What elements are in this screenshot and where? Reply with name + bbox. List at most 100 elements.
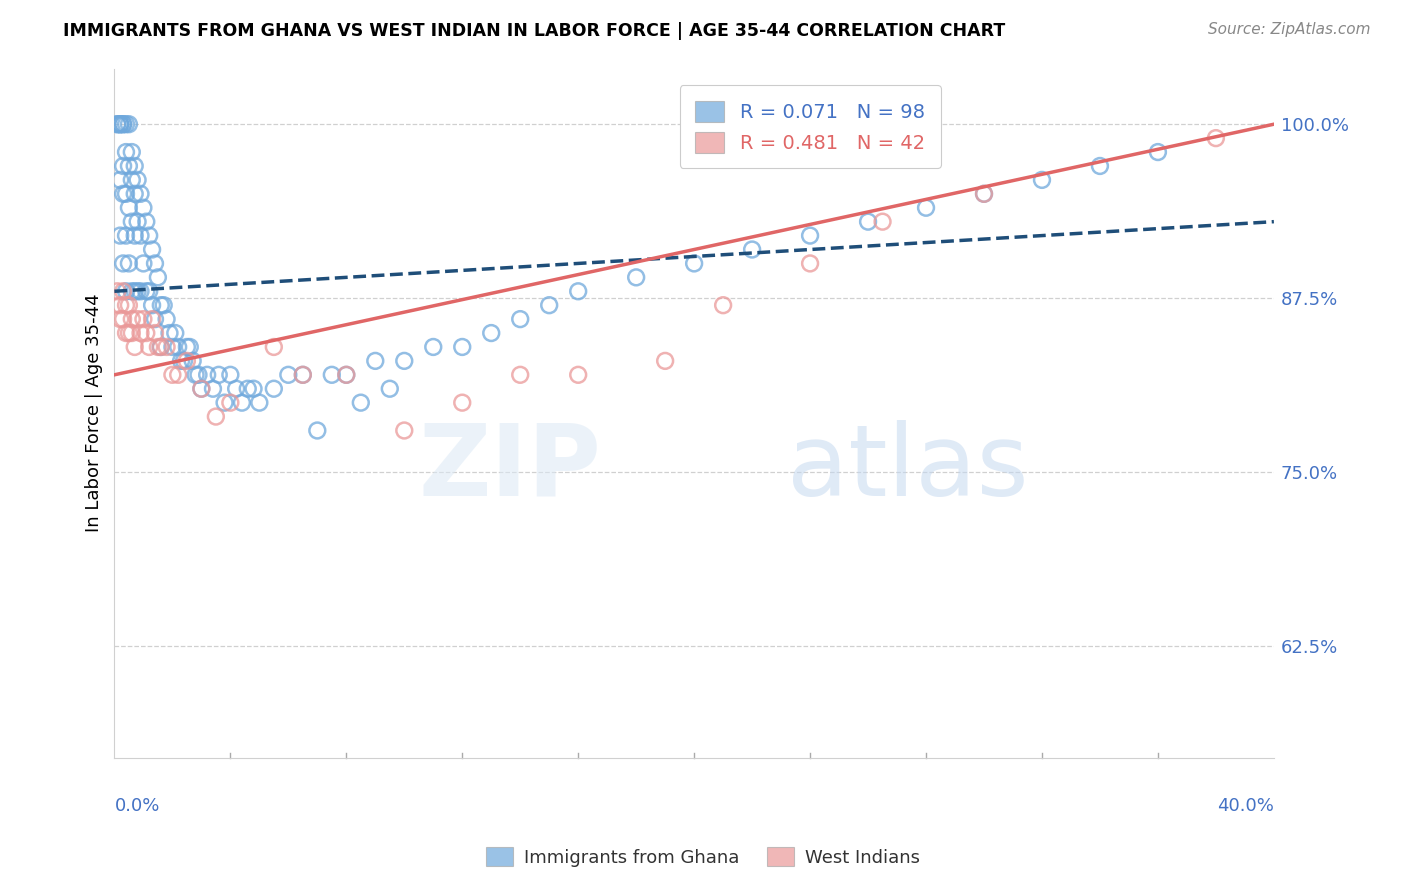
Point	[118, 298, 141, 312]
Point	[152, 298, 174, 312]
Point	[307, 424, 329, 438]
Point	[115, 117, 138, 131]
Point	[394, 354, 416, 368]
Point	[225, 382, 247, 396]
Point	[132, 201, 155, 215]
Point	[124, 228, 146, 243]
Point	[162, 368, 184, 382]
Point	[146, 270, 169, 285]
Point	[1205, 131, 1227, 145]
Point	[799, 256, 821, 270]
Point	[138, 285, 160, 299]
Point	[108, 228, 131, 243]
Point	[350, 395, 373, 409]
Point	[108, 312, 131, 326]
Point	[214, 395, 236, 409]
Point	[872, 215, 894, 229]
Point	[129, 326, 152, 340]
Point	[236, 382, 259, 396]
Point	[105, 117, 128, 131]
Point	[127, 312, 149, 326]
Point	[112, 312, 135, 326]
Point	[141, 298, 163, 312]
Point	[184, 368, 207, 382]
Point	[121, 215, 143, 229]
Point	[538, 298, 561, 312]
Point	[143, 256, 166, 270]
Point	[378, 382, 401, 396]
Text: Source: ZipAtlas.com: Source: ZipAtlas.com	[1208, 22, 1371, 37]
Point	[683, 256, 706, 270]
Point	[108, 298, 131, 312]
Point	[115, 145, 138, 159]
Point	[135, 285, 157, 299]
Point	[799, 228, 821, 243]
Point	[856, 215, 879, 229]
Point	[155, 312, 177, 326]
Point	[624, 270, 647, 285]
Point	[118, 326, 141, 340]
Point	[138, 340, 160, 354]
Point	[149, 340, 172, 354]
Y-axis label: In Labor Force | Age 35-44: In Labor Force | Age 35-44	[86, 293, 103, 533]
Point	[155, 340, 177, 354]
Point	[170, 354, 193, 368]
Point	[167, 368, 190, 382]
Text: 0.0%: 0.0%	[114, 797, 160, 814]
Point	[973, 186, 995, 201]
Point	[167, 340, 190, 354]
Point	[127, 285, 149, 299]
Point	[112, 285, 135, 299]
Point	[205, 409, 228, 424]
Legend: Immigrants from Ghana, West Indians: Immigrants from Ghana, West Indians	[479, 840, 927, 874]
Point	[335, 368, 357, 382]
Point	[159, 326, 181, 340]
Point	[143, 312, 166, 326]
Point	[394, 424, 416, 438]
Point	[915, 201, 938, 215]
Point	[141, 243, 163, 257]
Point	[231, 395, 253, 409]
Point	[124, 340, 146, 354]
Point	[176, 340, 198, 354]
Point	[121, 326, 143, 340]
Point	[121, 285, 143, 299]
Point	[195, 368, 218, 382]
Point	[127, 173, 149, 187]
Text: ZIP: ZIP	[419, 420, 602, 516]
Point	[105, 285, 128, 299]
Point	[451, 340, 474, 354]
Point	[176, 354, 198, 368]
Point	[479, 326, 502, 340]
Point	[654, 354, 676, 368]
Text: 40.0%: 40.0%	[1218, 797, 1274, 814]
Point	[567, 368, 589, 382]
Point	[112, 117, 135, 131]
Point	[165, 326, 187, 340]
Point	[112, 159, 135, 173]
Point	[124, 285, 146, 299]
Point	[173, 354, 195, 368]
Point	[129, 186, 152, 201]
Point	[132, 312, 155, 326]
Point	[886, 145, 908, 159]
Point	[741, 243, 763, 257]
Point	[179, 340, 201, 354]
Point	[118, 201, 141, 215]
Text: atlas: atlas	[787, 420, 1029, 516]
Point	[124, 186, 146, 201]
Point	[118, 256, 141, 270]
Point	[108, 173, 131, 187]
Point	[201, 382, 224, 396]
Point	[121, 312, 143, 326]
Point	[247, 395, 270, 409]
Point	[181, 354, 204, 368]
Point	[124, 159, 146, 173]
Point	[219, 395, 242, 409]
Point	[149, 298, 172, 312]
Point	[129, 228, 152, 243]
Point	[135, 215, 157, 229]
Point	[112, 256, 135, 270]
Point	[208, 368, 231, 382]
Point	[263, 382, 285, 396]
